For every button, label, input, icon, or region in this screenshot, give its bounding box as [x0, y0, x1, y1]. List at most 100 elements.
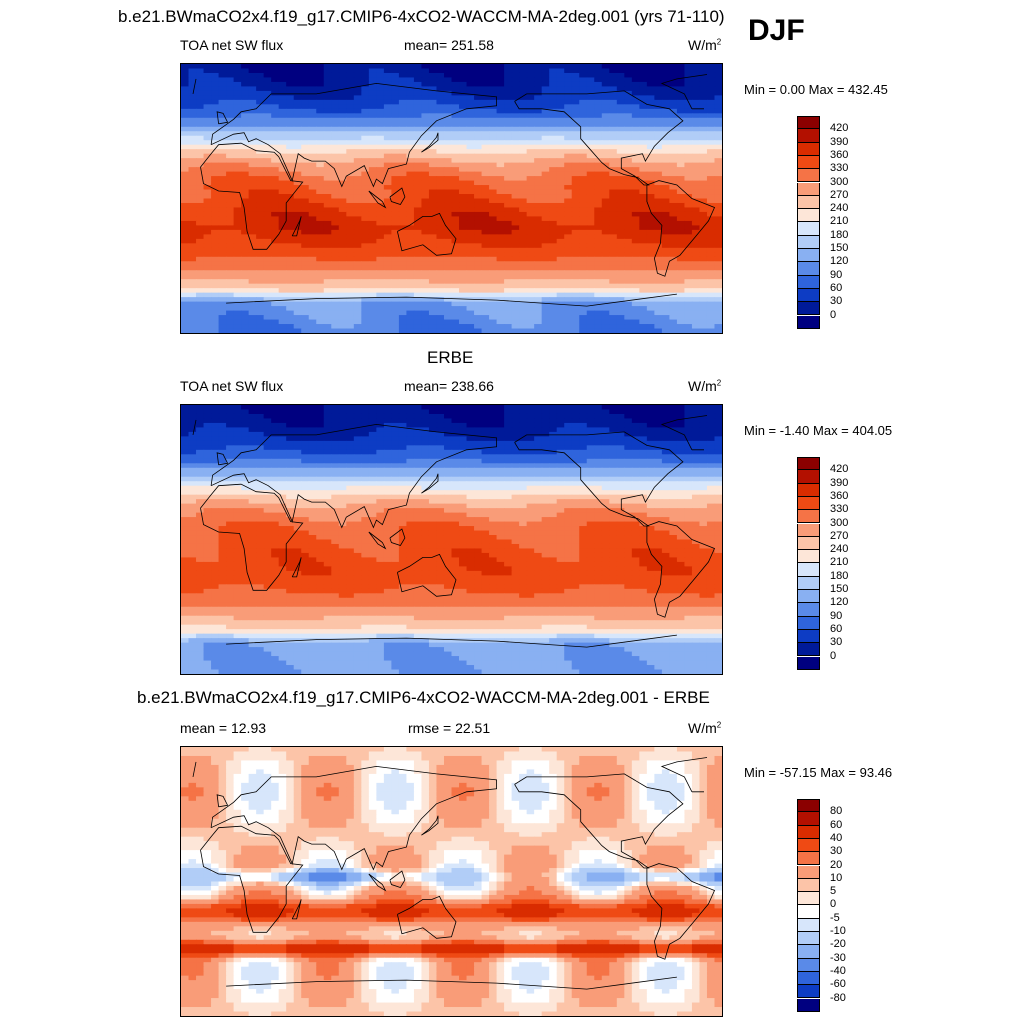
map-cell — [181, 440, 190, 446]
map-cell — [699, 256, 708, 262]
map-cell — [226, 270, 235, 276]
map-cell — [413, 431, 423, 437]
map-cell — [601, 252, 610, 258]
map-cell — [489, 220, 498, 226]
map-cell — [639, 405, 648, 411]
map-cell — [203, 86, 212, 92]
map-cell — [511, 144, 520, 150]
map-cell — [398, 427, 408, 433]
map-cell — [714, 413, 722, 420]
map-cell — [474, 202, 483, 209]
map-cell — [256, 422, 265, 429]
map-cell — [504, 279, 513, 285]
map-cell — [481, 319, 490, 325]
map-cell — [263, 194, 272, 200]
map-cell — [443, 243, 453, 249]
map-cell — [368, 198, 377, 204]
map-cell — [526, 86, 535, 92]
map-cell — [428, 436, 438, 442]
map-cell — [459, 324, 468, 330]
map-cell — [564, 131, 573, 137]
map-cell — [376, 211, 385, 218]
map-cell — [481, 162, 490, 168]
map-cell — [203, 90, 212, 96]
map-cell — [609, 216, 618, 222]
map-cell — [699, 185, 708, 191]
map-cell — [256, 113, 265, 119]
map-cell — [181, 256, 190, 262]
map-cell — [541, 180, 550, 186]
map-cell — [549, 238, 558, 244]
map-cell — [196, 319, 205, 325]
map-cell — [504, 328, 513, 333]
map-cell — [451, 261, 460, 267]
map-cell — [188, 149, 197, 155]
map-cell — [368, 189, 377, 195]
map-cell — [564, 140, 573, 146]
map-cell — [496, 167, 505, 173]
map-cell — [541, 431, 550, 437]
map-cell — [541, 247, 550, 253]
map-cell — [338, 72, 347, 79]
map-cell — [203, 220, 212, 226]
map-cell — [368, 144, 377, 150]
map-cell — [308, 72, 317, 79]
map-cell — [406, 436, 415, 442]
map-cell — [398, 265, 408, 271]
map-cell — [406, 261, 415, 267]
map-cell — [263, 135, 272, 141]
map-cell — [601, 238, 610, 244]
map-cell — [293, 68, 302, 74]
map-cell — [676, 297, 686, 303]
map-cell — [556, 261, 565, 267]
map-cell — [639, 68, 648, 74]
map-cell — [639, 113, 648, 119]
map-cell — [691, 104, 701, 110]
map-cell — [338, 261, 347, 267]
map-cell — [398, 319, 408, 325]
map-cell — [496, 86, 505, 92]
map-cell — [196, 234, 205, 240]
map-cell — [624, 265, 633, 271]
map-cell — [474, 229, 483, 235]
map-cell — [526, 315, 535, 321]
map-cell — [301, 149, 310, 155]
map-cell — [526, 220, 535, 226]
map-cell — [286, 211, 295, 218]
map-cell — [406, 185, 415, 191]
map-cell — [293, 274, 302, 280]
map-cell — [181, 301, 190, 307]
map-cell — [691, 292, 701, 298]
map-cell — [474, 81, 483, 88]
map-cell — [654, 225, 663, 231]
map-cell — [233, 261, 242, 267]
map-cell — [684, 261, 693, 267]
map-cell — [496, 131, 505, 137]
map-cell — [706, 283, 716, 289]
map-cell — [383, 324, 392, 330]
map-cell — [443, 270, 453, 276]
map-cell — [504, 229, 513, 235]
map-cell — [218, 427, 227, 433]
map-cell — [669, 185, 678, 191]
map-cell — [714, 176, 722, 182]
map-cell — [413, 252, 423, 258]
map-cell — [331, 167, 340, 173]
map-cell — [511, 297, 520, 303]
map-cell — [706, 292, 716, 298]
map-cell — [691, 229, 701, 235]
map-cell — [346, 405, 355, 411]
map-cell — [571, 252, 580, 258]
map-cell — [684, 292, 693, 298]
map-cell — [338, 95, 347, 101]
map-cell — [361, 180, 370, 186]
map-cell — [271, 252, 280, 258]
map-cell — [616, 238, 625, 244]
map-cell — [504, 194, 513, 200]
map-cell — [474, 185, 483, 191]
map-cell — [646, 238, 655, 244]
map-cell — [579, 185, 588, 191]
map-cell — [436, 440, 445, 446]
map-cell — [256, 220, 265, 226]
map-cell — [286, 324, 295, 330]
